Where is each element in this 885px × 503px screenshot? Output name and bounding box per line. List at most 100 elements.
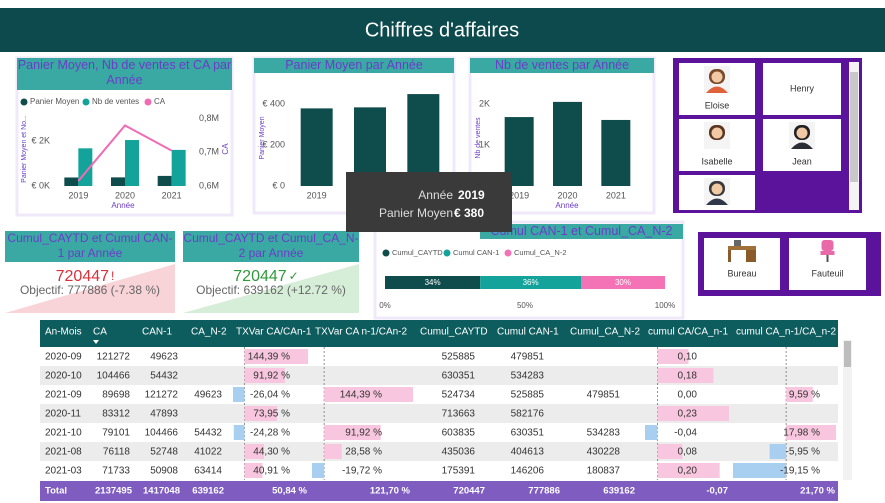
data-bar xyxy=(657,368,714,383)
kpi-indicator: ✓ xyxy=(289,269,299,283)
button[interactable] xyxy=(704,238,780,290)
slicer-card[interactable] xyxy=(763,63,841,115)
kpi-indicator: ! xyxy=(111,269,114,283)
total-cell: Total xyxy=(45,486,67,497)
sort-arrow xyxy=(93,340,99,344)
axis-label: Panier Moyen et No... xyxy=(21,115,28,183)
table-cell: 630351 xyxy=(442,371,476,382)
table-cell: 104466 xyxy=(97,371,131,382)
table-cell: 435036 xyxy=(442,447,476,458)
y2-tick-label: 0,6M xyxy=(199,180,219,190)
table-total-bg xyxy=(40,481,838,501)
axis-label: Année xyxy=(555,201,579,210)
body xyxy=(706,198,728,205)
x-tick-label: 2021 xyxy=(162,190,182,200)
table-cell: 17,98 % xyxy=(783,428,820,439)
kpi-goal: Objectif: 639162 (+12.72 %) xyxy=(196,283,346,297)
bar xyxy=(64,177,79,186)
legend-swatch xyxy=(20,98,28,106)
total-cell: 121,70 % xyxy=(370,486,411,497)
table-cell: 54432 xyxy=(194,428,222,439)
data-bar xyxy=(244,406,278,421)
total-cell: -0,07 xyxy=(706,486,728,497)
table-cell: 479851 xyxy=(587,390,621,401)
data-bar xyxy=(312,463,325,478)
total-cell: 21,70 % xyxy=(800,486,835,497)
kpi-value: 720447! xyxy=(56,268,115,285)
face xyxy=(711,127,723,139)
total-cell: 1417048 xyxy=(143,486,180,497)
total-cell: 777886 xyxy=(528,486,560,497)
table-scroll-thumb xyxy=(844,341,851,367)
table-cell: 76118 xyxy=(103,447,131,458)
table-cell: 9,59 % xyxy=(789,390,820,401)
column-header: CA_N-2 xyxy=(191,327,227,338)
total-cell: 639162 xyxy=(603,486,635,497)
legend-label: Cumul_CA_N-2 xyxy=(514,248,567,257)
chart-title: Panier Moyen par Année xyxy=(254,58,454,73)
column-header: cumul CA/CA_n-1 xyxy=(648,327,728,338)
table-cell: 2021-03 xyxy=(45,466,82,477)
table-cell: 2020-11 xyxy=(45,409,81,420)
y-tick-label: 1K xyxy=(479,139,490,149)
chart-title: Cumul CAN-1 et Cumul_CA_N-2 xyxy=(480,224,683,239)
data-bar xyxy=(233,387,245,402)
table-cell: 2021-09 xyxy=(45,390,82,401)
table-cell: 83312 xyxy=(102,409,130,420)
body xyxy=(706,86,728,93)
x-tick-label: 2020 xyxy=(115,190,135,200)
y2-tick-label: 0,7M xyxy=(199,147,219,157)
face xyxy=(711,71,723,83)
kpi-trend xyxy=(183,264,359,313)
x-tick-label: 2019 xyxy=(509,190,529,200)
bar xyxy=(171,149,186,186)
data-bar xyxy=(645,425,658,440)
face xyxy=(796,127,808,139)
tooltip-label: Année xyxy=(418,188,453,202)
table-cell: 525885 xyxy=(442,352,476,363)
data-bar xyxy=(786,387,813,402)
table-cell: 54432 xyxy=(150,371,178,382)
axis-label: CA xyxy=(221,143,230,155)
legend-swatch xyxy=(82,98,90,106)
table-cell: 0,20 xyxy=(678,466,698,477)
table-row xyxy=(40,366,838,385)
face xyxy=(711,183,723,195)
table-cell: 582176 xyxy=(511,409,545,420)
slicer-label: Jean xyxy=(792,156,812,166)
table-cell: 50908 xyxy=(150,466,178,477)
table-cell: 49623 xyxy=(150,352,178,363)
column-header: CAN-1 xyxy=(142,327,172,338)
legend-label: Nb de ventes xyxy=(92,97,139,106)
table-header-bg xyxy=(40,320,838,347)
legend-label: CA xyxy=(154,97,166,106)
data-bar xyxy=(786,425,836,440)
x-tick-label: 2020 xyxy=(557,190,577,200)
axis-label: Année xyxy=(111,201,135,210)
icon xyxy=(728,250,731,262)
total-cell: 639162 xyxy=(192,486,224,497)
table-cell: 89698 xyxy=(102,390,130,401)
data-bar xyxy=(657,406,729,421)
slicer-label: Henry xyxy=(790,83,815,93)
data-bar xyxy=(657,463,720,478)
data-label: 36% xyxy=(523,278,539,287)
legend-swatch xyxy=(382,249,390,257)
kpi-trend xyxy=(5,264,175,313)
table-cell: 534283 xyxy=(511,371,545,382)
bar xyxy=(111,177,125,186)
x-tick-label: 2019 xyxy=(68,190,88,200)
column-header: CA xyxy=(93,327,107,338)
kpi-title: Cumul_CAYTD et Cumul_CA_N-2 par Année xyxy=(183,231,359,262)
table-cell: 713663 xyxy=(442,409,476,420)
data-bar xyxy=(657,349,689,364)
table-cell: -26,04 % xyxy=(250,390,290,401)
tooltip-value: € 380 xyxy=(454,206,485,220)
table-cell: 144,39 % xyxy=(340,390,382,401)
legend-swatch xyxy=(443,249,451,257)
body xyxy=(791,142,813,149)
table-cell: 44,30 % xyxy=(253,447,290,458)
icon xyxy=(820,251,835,255)
